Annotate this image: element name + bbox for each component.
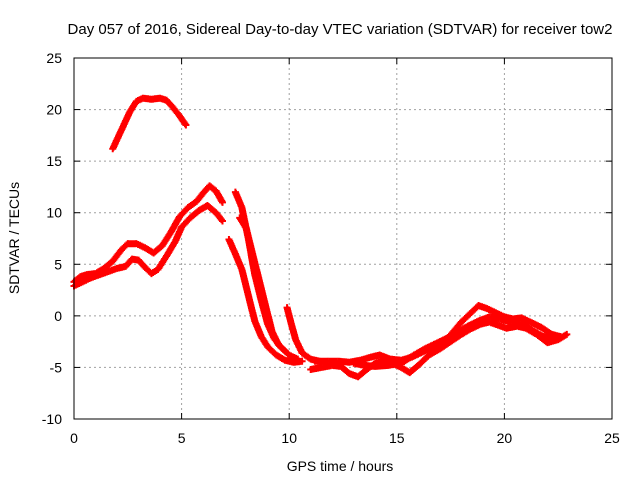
chart-title: Day 057 of 2016, Sidereal Day-to-day VTE… — [68, 21, 613, 38]
data-point-fill — [207, 183, 219, 194]
series-arc-main-upper — [70, 182, 226, 286]
data-marks — [70, 94, 571, 381]
data-point-fill — [119, 241, 130, 253]
data-point-fill — [238, 267, 252, 298]
y-axis-label: SDTVAR / TECUs — [6, 182, 22, 294]
data-point-fill — [177, 205, 191, 219]
data-point — [563, 330, 571, 338]
data-point-fill — [179, 215, 193, 230]
data-point-fill — [149, 267, 160, 276]
series-arc-valley-b — [311, 302, 564, 366]
x-tick-label: 20 — [497, 430, 513, 446]
data-point-fill — [276, 342, 288, 354]
series-arc-main-lower — [70, 201, 226, 290]
data-point-fill — [355, 367, 369, 380]
y-tick-label: 10 — [46, 205, 62, 221]
data-point-fill — [407, 362, 421, 376]
data-point-fill — [243, 226, 256, 256]
x-tick-label: 25 — [604, 430, 620, 446]
plot-frame — [73, 57, 613, 420]
x-tick-label: 0 — [70, 430, 78, 446]
data-point-fill — [186, 198, 199, 210]
data-point — [550, 335, 558, 343]
data-point-fill — [168, 214, 183, 235]
y-tick-label: 5 — [54, 256, 62, 272]
data-point — [281, 347, 289, 355]
data-point-fill — [416, 352, 432, 368]
y-tick-label: -5 — [50, 359, 63, 375]
data-point — [182, 121, 190, 129]
x-axis-label: GPS time / hours — [287, 458, 394, 474]
data-point — [218, 217, 226, 225]
x-tick-label: 15 — [389, 430, 405, 446]
series-arc-drop-c — [236, 214, 289, 355]
y-tick-label: 20 — [46, 102, 62, 118]
data-point-fill — [110, 247, 124, 264]
data-point — [298, 357, 306, 365]
data-point-fill — [136, 257, 148, 270]
data-point — [556, 332, 564, 340]
series-arc-valley-c — [350, 313, 558, 370]
data-point-fill — [151, 243, 165, 256]
data-point-fill — [213, 210, 225, 224]
y-tick-label: -10 — [42, 411, 62, 427]
y-tick-label: 25 — [46, 50, 62, 66]
data-point-fill — [265, 344, 279, 358]
data-point-fill — [300, 350, 313, 362]
data-point-fill — [187, 208, 202, 221]
data-point-fill — [164, 98, 176, 110]
x-tick-label: 10 — [281, 430, 297, 446]
x-tick-label: 5 — [178, 430, 186, 446]
data-point-fill — [101, 258, 115, 271]
y-tick-label: 15 — [46, 153, 62, 169]
data-point-fill — [134, 95, 145, 104]
data-point — [294, 355, 302, 363]
data-point-fill — [194, 191, 206, 204]
axis-ticks: 0 5 10 15 20 25 -10 -5 0 5 10 15 20 25 — [42, 50, 620, 446]
data-point-fill — [110, 128, 125, 151]
data-point-fill — [459, 311, 473, 325]
data-point — [218, 198, 226, 206]
y-tick-label: 0 — [54, 308, 62, 324]
data-point-fill — [170, 105, 182, 118]
series-arc-high — [109, 94, 190, 153]
data-point-fill — [71, 274, 83, 285]
data-point-fill — [338, 363, 352, 377]
data-point-fill — [205, 203, 219, 216]
data-point-fill — [118, 109, 133, 133]
data-point-fill — [245, 293, 258, 323]
series-arc-drop-a — [225, 236, 306, 366]
